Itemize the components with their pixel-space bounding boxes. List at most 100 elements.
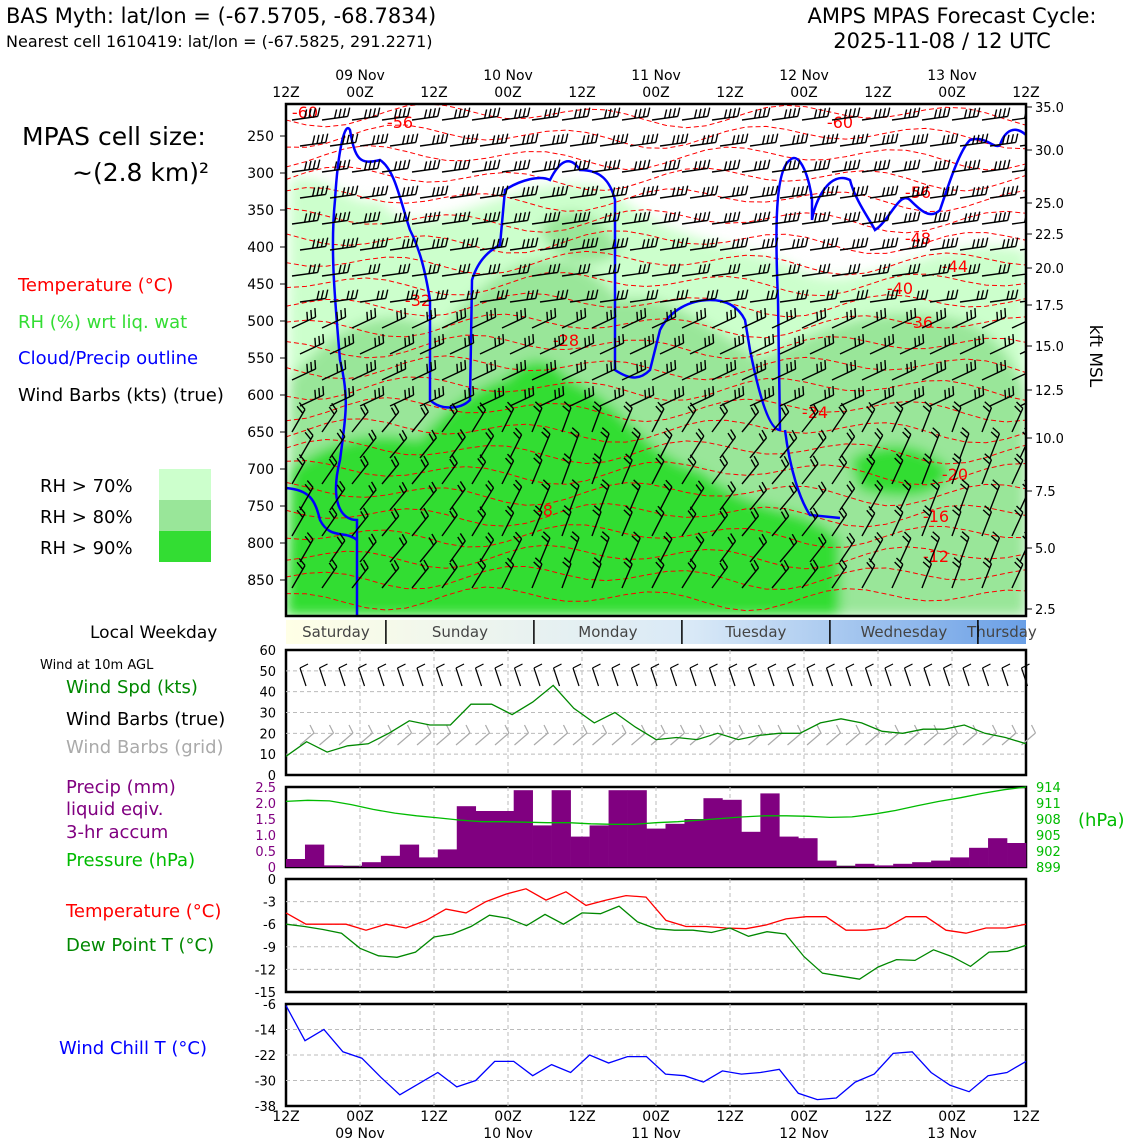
wind-barb: [449, 429, 466, 459]
wind-barb: [989, 185, 1019, 199]
wind-barb-grid: [611, 724, 627, 746]
wind-barb: [591, 159, 621, 173]
wind-barb: [951, 107, 981, 121]
wind-barb: [599, 289, 629, 303]
kft-tick: 30.0: [1035, 144, 1064, 159]
wind-speed-tick: 60: [259, 644, 276, 659]
cell-size-value: ~(2.8 km)²: [72, 158, 209, 187]
wind-barb: [479, 133, 509, 147]
kft-tick: 12.5: [1035, 384, 1064, 399]
wind-barb: [959, 479, 970, 511]
kft-tick: 25.0: [1035, 197, 1064, 212]
wind-barb: [599, 427, 610, 459]
wind-barb: [381, 263, 411, 277]
wind-barb: [591, 359, 617, 381]
precip-label-2: liquid eqiv.: [66, 799, 163, 820]
pressure-level-tick: 500: [247, 314, 274, 330]
wind-barb: [801, 359, 827, 381]
wind-barb: [779, 185, 809, 199]
wind-barb: [291, 107, 321, 121]
wind-barb: [389, 185, 419, 199]
wind-barb: [531, 263, 561, 277]
precip-bar: [532, 825, 552, 867]
wind-barb-grid: [455, 724, 471, 746]
temperature-contour-label: -12: [923, 547, 949, 566]
wind-barb: [981, 159, 1011, 173]
wind-barb-true: [494, 663, 504, 687]
pressure-level-tick: 450: [247, 277, 274, 293]
precip-bar: [494, 811, 514, 867]
wind-barb: [411, 559, 430, 589]
wind-barb: [689, 185, 719, 199]
wind-barb: [441, 359, 467, 381]
temperature-contour: [286, 524, 1026, 548]
wind-barb: [929, 385, 955, 407]
wind-barb-true: [377, 663, 387, 687]
bottom-day-label: 10 Nov: [483, 1126, 533, 1140]
wind-barb: [989, 427, 1001, 459]
wind-barb: [621, 401, 633, 433]
wind-barb: [441, 403, 458, 433]
wind-barb: [981, 107, 1011, 121]
wind-barb: [531, 359, 557, 381]
wind-barb: [411, 455, 430, 485]
wind-barb-true: [864, 663, 874, 687]
wind-barb: [801, 211, 831, 225]
wind-barb: [321, 307, 347, 329]
wind-barb: [929, 333, 955, 355]
rh90-swatch: [159, 531, 211, 562]
wind-barb: [981, 505, 993, 537]
wind-barb: [891, 401, 904, 433]
wind-barb-true: [630, 663, 640, 687]
wind-barb: [329, 333, 355, 355]
wind-barb: [681, 558, 697, 589]
temperature-contour: [286, 438, 1026, 465]
wind-barb-grid: [416, 724, 432, 746]
wind-barb: [381, 403, 400, 433]
wind-barb: [681, 211, 711, 225]
wind-barb: [681, 506, 697, 537]
wind-barb: [959, 427, 970, 459]
wind-barb: [749, 133, 779, 147]
wind-barb: [321, 558, 338, 589]
wind-barb: [861, 453, 876, 485]
pressure-level-tick: 600: [247, 388, 274, 404]
wind-barb: [801, 559, 819, 589]
rh-region: [960, 382, 1026, 470]
wind-barb: [741, 107, 771, 121]
wind-barb: [479, 480, 495, 511]
wind-barb: [659, 289, 689, 303]
wind-barb: [681, 159, 711, 173]
wind-barb: [449, 185, 479, 199]
wind-barb: [509, 385, 535, 407]
wind-barb: [659, 531, 673, 563]
wind-barb-true: [962, 663, 972, 687]
wind-barb: [591, 107, 621, 121]
wind-barb: [441, 307, 467, 329]
wind-barb-grid: [1021, 724, 1037, 746]
wind-barb: [441, 107, 471, 121]
wind-barb: [861, 263, 891, 277]
wind-barb: [809, 237, 839, 251]
temp-tick: 0: [268, 873, 276, 888]
wind-barb: [981, 557, 993, 589]
temperature-contour-label: -28: [553, 331, 579, 350]
wind-barb: [891, 505, 904, 537]
temperature-contour: [286, 292, 1026, 318]
kft-tick: 15.0: [1035, 340, 1064, 355]
wind-barb: [419, 333, 445, 355]
windchill-tick: -6: [263, 998, 276, 1013]
top-day-label: 13 Nov: [927, 68, 977, 84]
wind-barb: [389, 133, 419, 147]
temperature-line: [285, 888, 1027, 934]
wind-barb: [329, 532, 346, 563]
wind-barb: [681, 402, 697, 433]
wind-barb: [561, 263, 591, 277]
windchill-label: Wind Chill T (°C): [59, 1038, 207, 1059]
precip-label-3: 3-hr accum: [66, 822, 168, 843]
precip-bar: [608, 790, 628, 867]
wind-barb: [561, 307, 587, 329]
top-day-label: 11 Nov: [631, 68, 681, 84]
wind-barb: [951, 307, 977, 329]
wind-barb: [719, 237, 749, 251]
